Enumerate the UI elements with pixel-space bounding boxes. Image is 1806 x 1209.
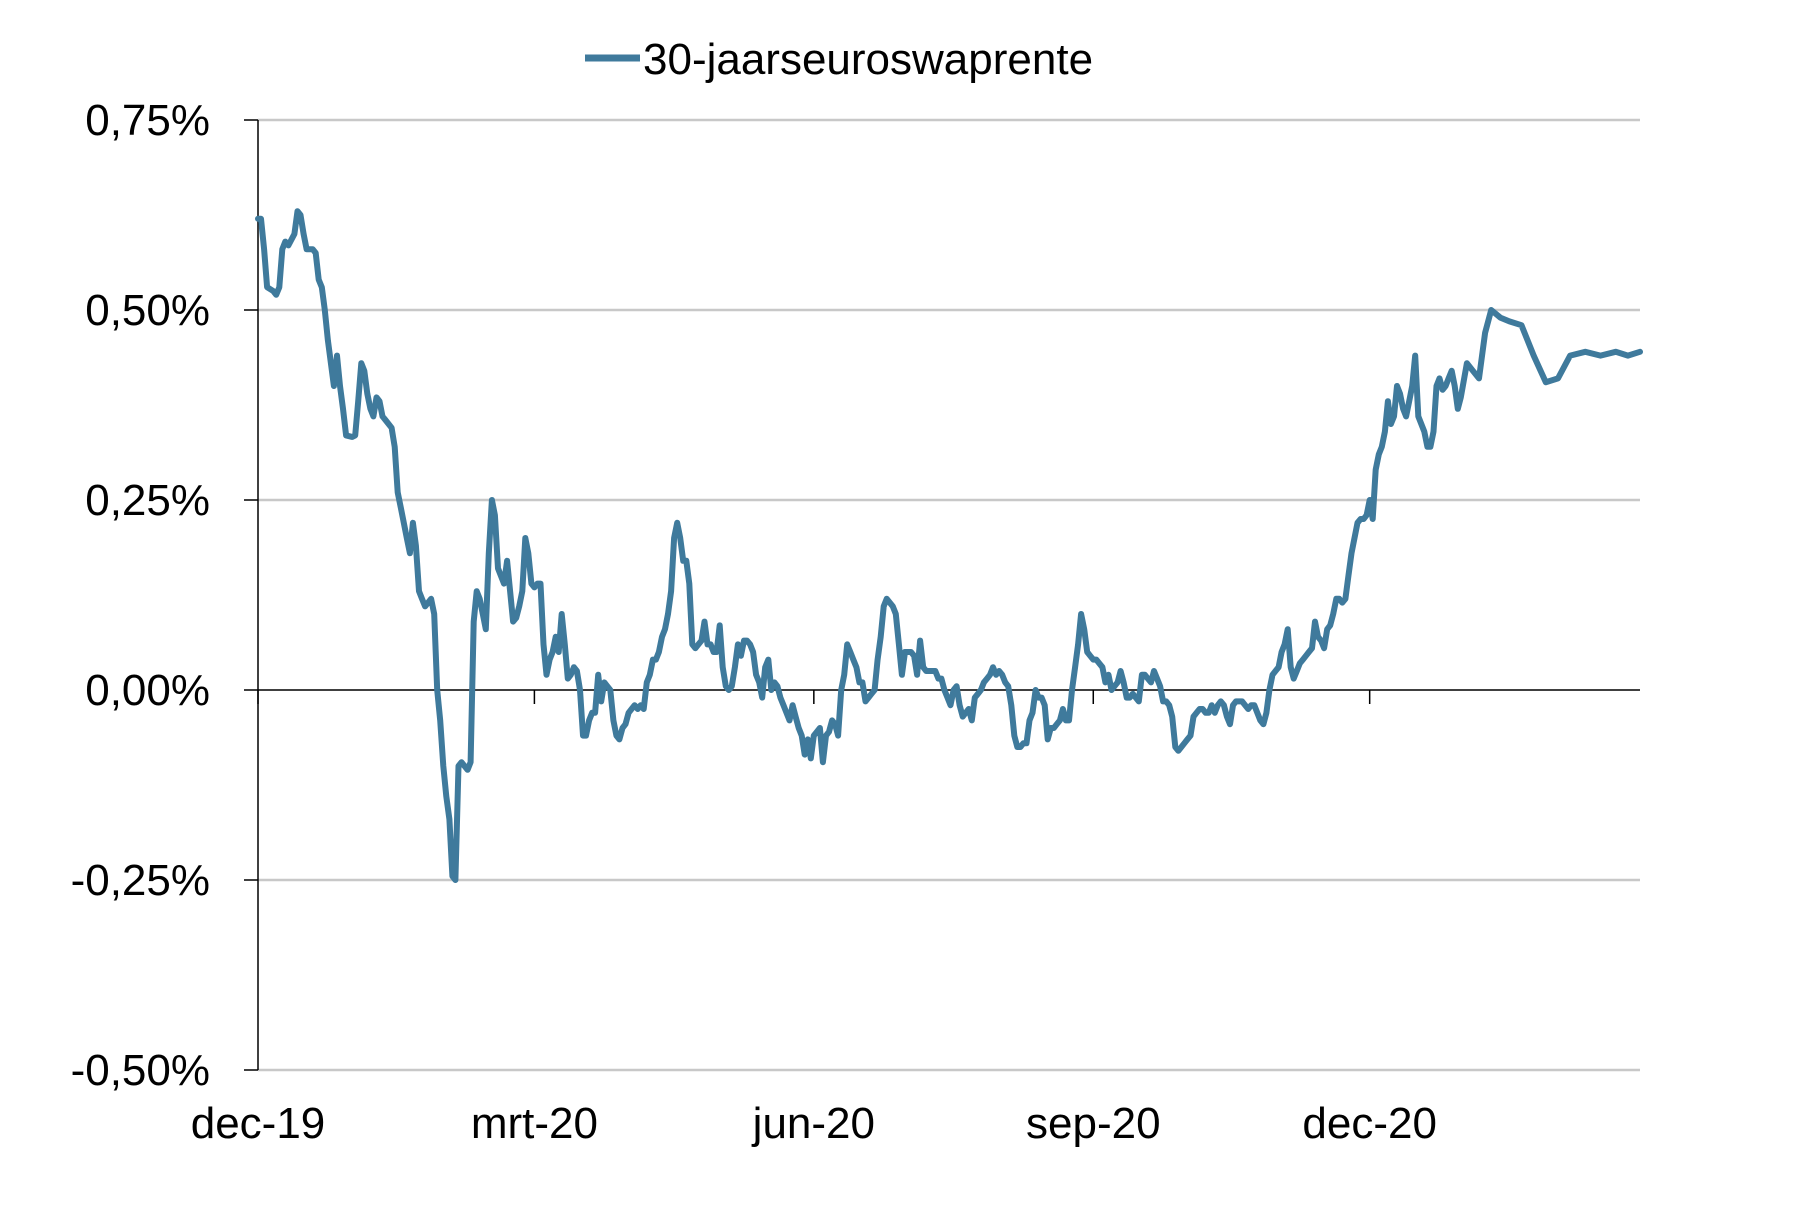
x-tick-label: dec-19 (191, 1099, 326, 1148)
series-group (255, 208, 1643, 883)
y-tick-label: 0,25% (85, 476, 210, 525)
gridlines (258, 118, 1640, 1072)
y-tick-label: -0,25% (71, 856, 210, 905)
y-tick-labels: 0,75% 0,50% 0,25% 0,00% -0,25% -0,50% (71, 96, 210, 1095)
y-tick-label: 0,00% (85, 666, 210, 715)
x-tick-label: dec-20 (1302, 1099, 1437, 1148)
axes (244, 119, 1640, 1071)
legend-label: 30-jaarseuroswaprente (643, 35, 1093, 84)
series-line (255, 208, 1643, 883)
x-tick-label: jun-20 (751, 1099, 875, 1148)
x-tick-labels: dec-19 mrt-20 jun-20 sep-20 dec-20 (191, 1099, 1437, 1148)
x-tick-label: mrt-20 (471, 1099, 598, 1148)
y-tick-label: 0,75% (85, 96, 210, 145)
y-tick-label: -0,50% (71, 1046, 210, 1095)
legend: 30-jaarseuroswaprente (585, 35, 1093, 84)
y-tick-label: 0,50% (85, 286, 210, 335)
x-tick-label: sep-20 (1026, 1099, 1161, 1148)
